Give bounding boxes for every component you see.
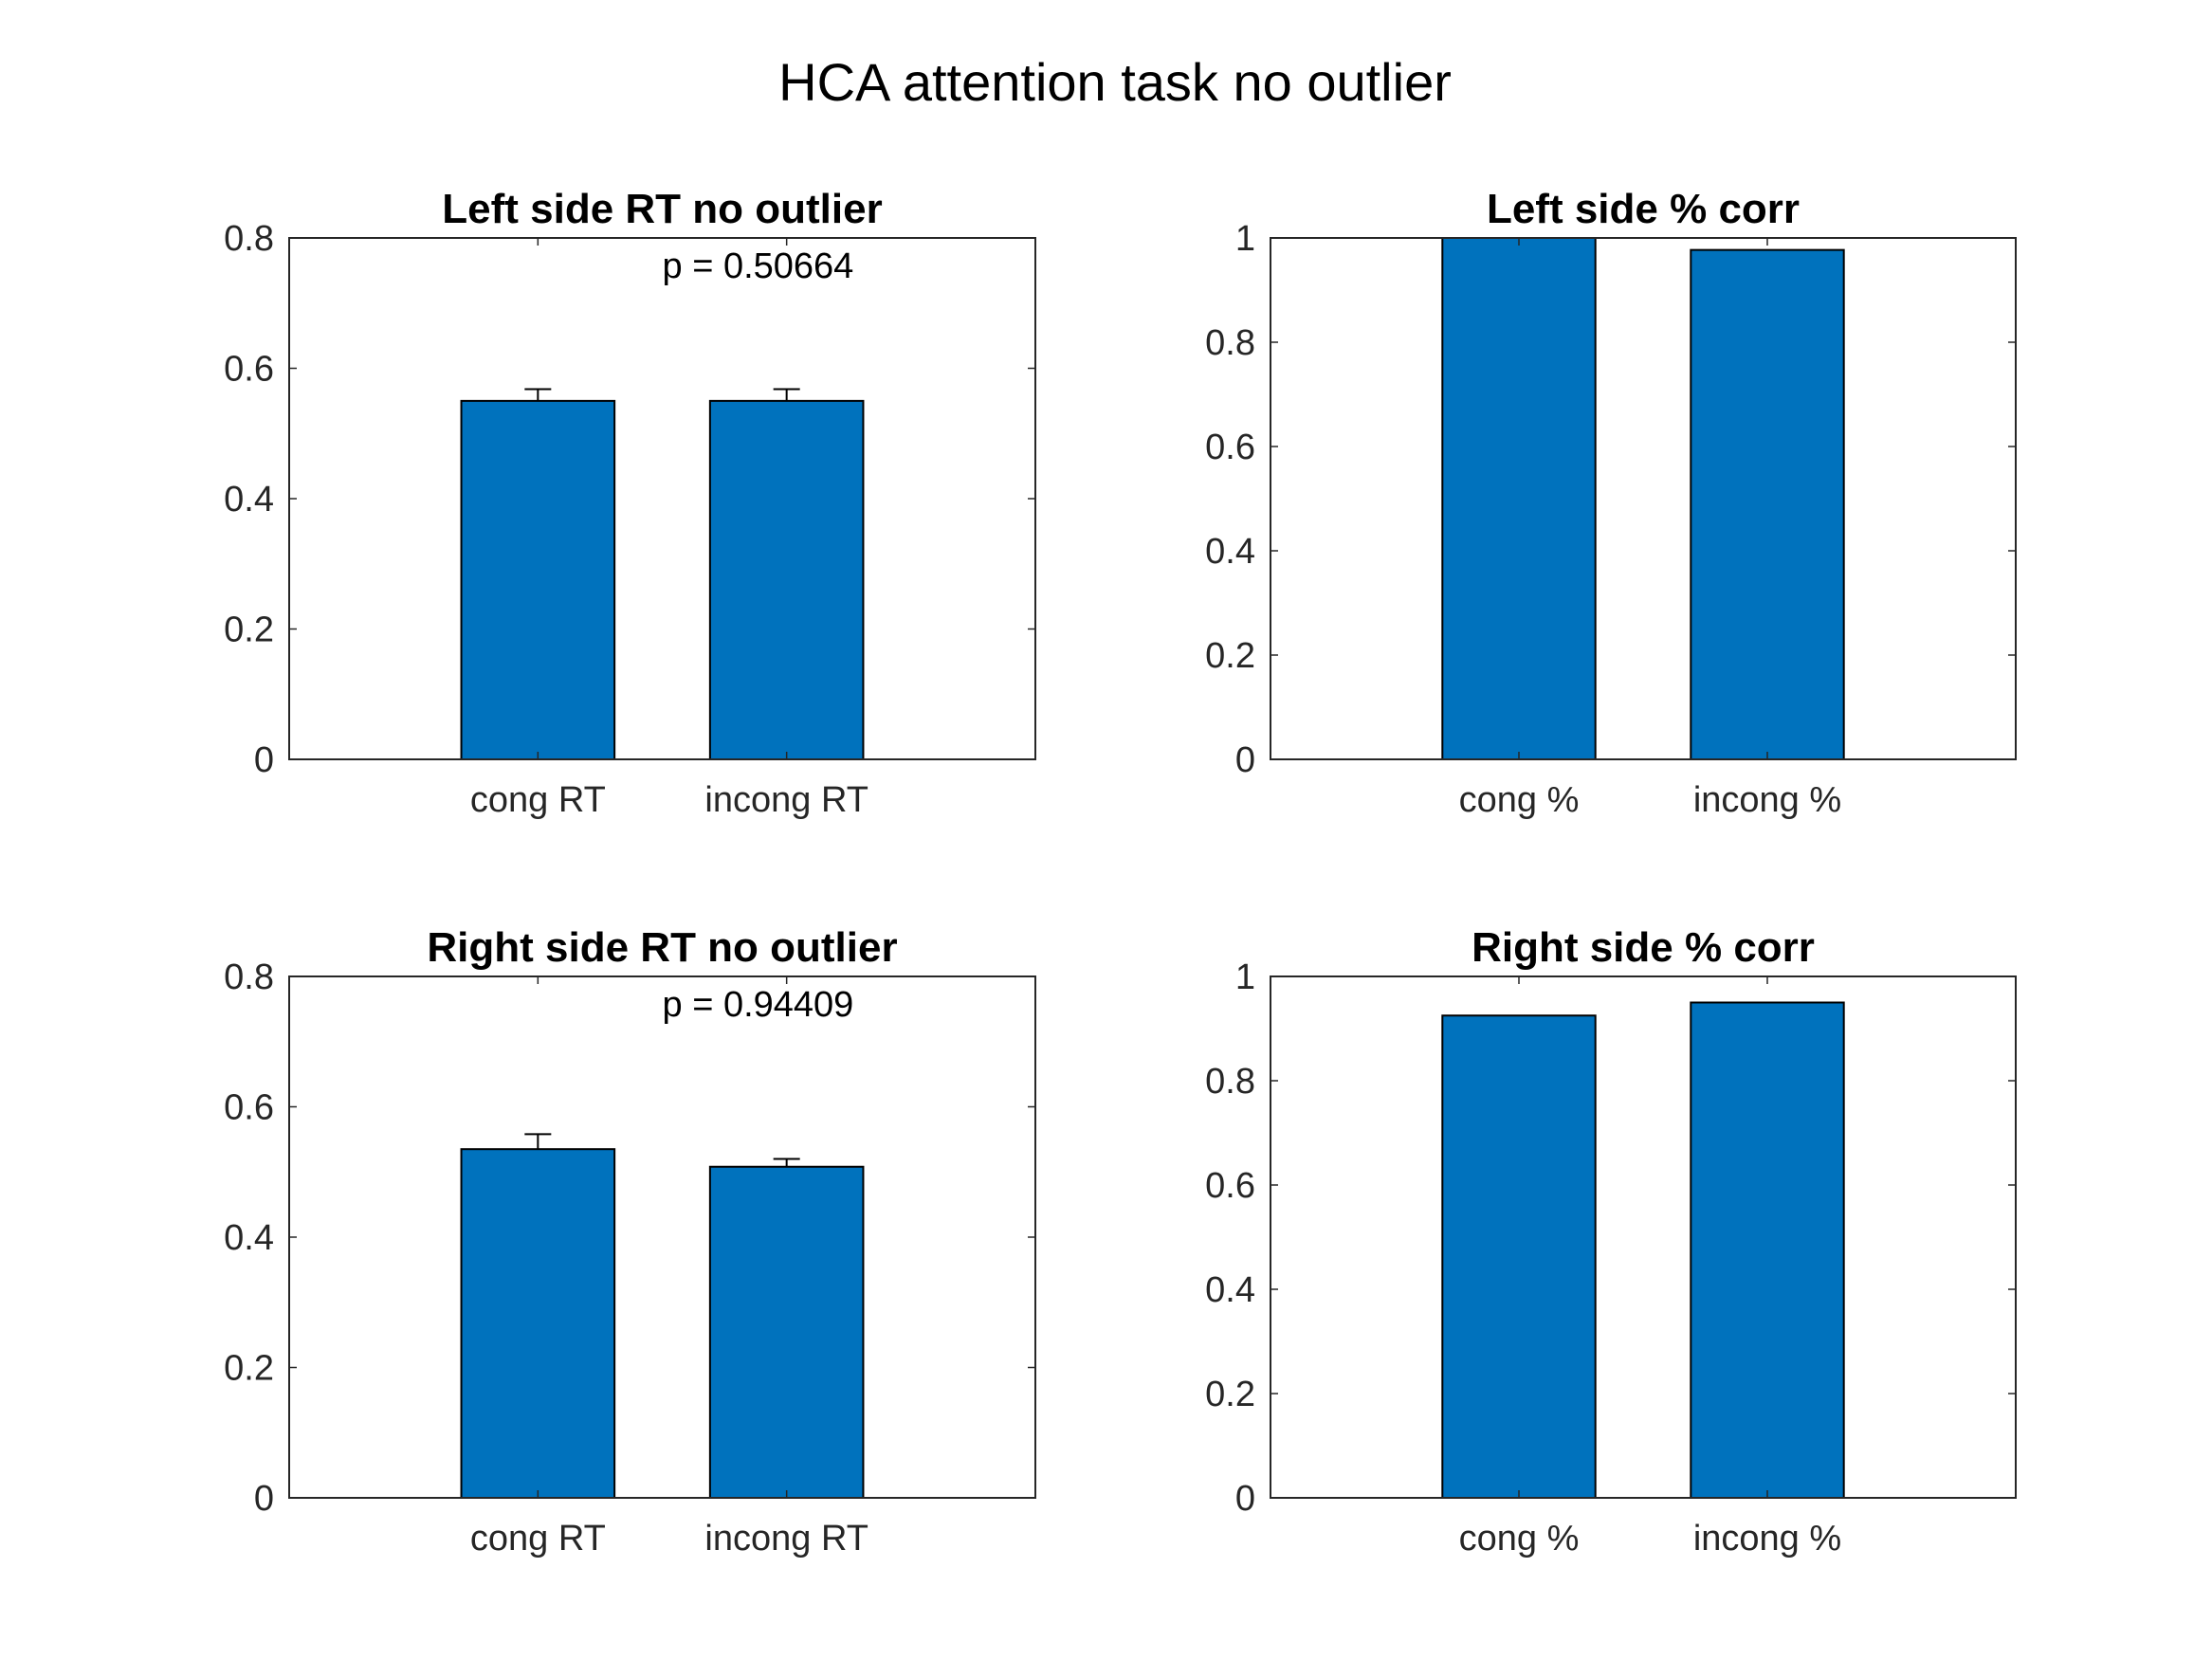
bar-2 <box>708 399 865 760</box>
x-tick-label: incong RT <box>704 1519 868 1559</box>
y-tick-label: 0.4 <box>224 1218 274 1258</box>
axes-background <box>289 238 1035 759</box>
y-tick-label: 0.8 <box>1205 323 1255 363</box>
axes-background <box>1271 238 2016 759</box>
y-tick-label: 0.2 <box>224 611 274 650</box>
y-tick-label: 0.2 <box>224 1349 274 1389</box>
x-tick-label: cong RT <box>470 780 606 820</box>
y-tick-label: 0 <box>1235 1479 1255 1519</box>
bar-2 <box>1690 1001 1845 1499</box>
y-tick-label: 0.6 <box>1205 428 1255 467</box>
axes-frame <box>1270 975 2017 1499</box>
p-value-annotation: p = 0.94409 <box>663 985 854 1025</box>
x-tick-label: cong % <box>1459 1519 1580 1559</box>
bar-1 <box>460 1148 616 1499</box>
x-tick-label: incong % <box>1693 1519 1841 1559</box>
axes-background <box>1271 976 2016 1498</box>
subplot-1: cong RT incong RT 0 0.2 0.4 0.6 0.8 Left side R… <box>224 186 1036 820</box>
y-tick-label: 0.8 <box>224 219 274 259</box>
y-tick-label: 0.4 <box>224 480 274 520</box>
y-tick-label: 0.2 <box>1205 636 1255 676</box>
subplot-2: cong % incong % 0 0.2 0.4 0.6 0.8 1 Left side % … <box>1205 186 2017 820</box>
subplot-title: Right side % corr <box>1472 924 1815 971</box>
y-tick-label: 0.2 <box>1205 1375 1255 1414</box>
y-tick-label: 0 <box>1235 740 1255 780</box>
y-tick-label: 0.4 <box>1205 532 1255 572</box>
y-tick-label: 0.6 <box>1205 1166 1255 1206</box>
x-tick-label: cong RT <box>470 1519 606 1559</box>
p-value-annotation: p = 0.50664 <box>663 246 854 286</box>
subplot-3: cong RT incong RT 0 0.2 0.4 0.6 0.8 Right side … <box>224 924 1036 1559</box>
y-tick-label: 0.8 <box>1205 1062 1255 1102</box>
subplot-title: Right side RT no outlier <box>427 924 897 971</box>
bar-1 <box>1441 237 1597 760</box>
bar-1 <box>1441 1014 1597 1499</box>
bar-2 <box>708 1165 865 1499</box>
y-tick-label: 0.4 <box>1205 1270 1255 1310</box>
axes-frame <box>1270 237 2017 760</box>
x-tick-label: cong % <box>1459 780 1580 820</box>
y-tick-label: 0 <box>254 1479 274 1519</box>
subplot-grid: cong RT incong RT 0 0.2 0.4 0.6 0.8 Left side R… <box>224 186 2017 1559</box>
axes-background <box>289 976 1035 1498</box>
y-tick-label: 0 <box>254 740 274 780</box>
figure-title: HCA attention task no outlier <box>778 52 1452 112</box>
x-tick-label: incong RT <box>704 780 868 820</box>
y-tick-label: 0.6 <box>224 350 274 390</box>
bar-2 <box>1690 248 1845 760</box>
subplot-title: Left side % corr <box>1487 186 1800 232</box>
y-tick-label: 0.8 <box>224 957 274 997</box>
y-tick-label: 0.6 <box>224 1088 274 1128</box>
axes-frame <box>288 975 1036 1499</box>
y-tick-label: 1 <box>1235 219 1255 259</box>
y-tick-label: 1 <box>1235 957 1255 997</box>
bar-1 <box>460 399 616 760</box>
axes-frame <box>288 237 1036 760</box>
subplot-4: cong % incong % 0 0.2 0.4 0.6 0.8 1 Right side %… <box>1205 924 2017 1559</box>
subplot-title: Left side RT no outlier <box>442 186 882 232</box>
x-tick-label: incong % <box>1693 780 1841 820</box>
